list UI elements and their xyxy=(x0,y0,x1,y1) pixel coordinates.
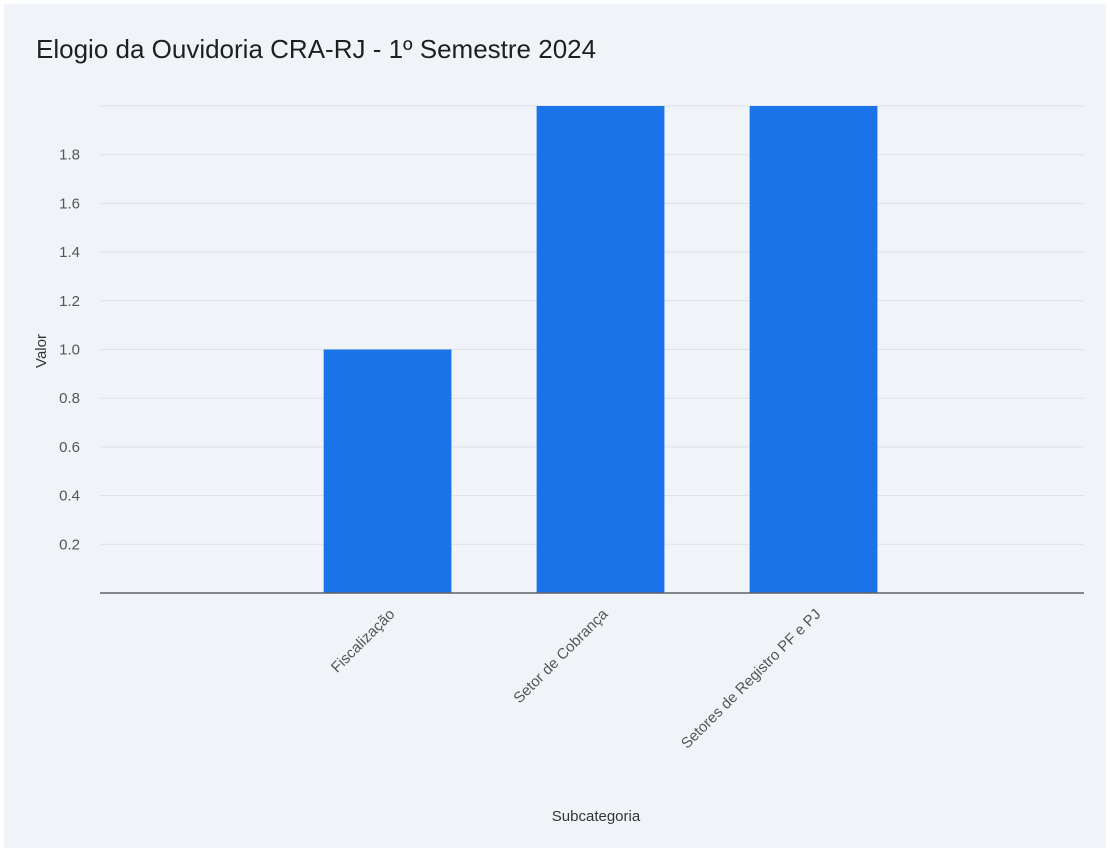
bar-2[interactable] xyxy=(536,106,665,593)
y-tick-label: 1.0 xyxy=(59,342,80,359)
x-tick-label: Setores de Registro PF e PJ xyxy=(678,606,824,752)
bar-chart: 0.2 0.4 0.6 0.8 1.0 1.2 1.4 1.6 1.8 Fiscalização S… xyxy=(33,105,1084,825)
chart-title: Elogio da Ouvidoria CRA-RJ - 1º Semestre… xyxy=(36,34,597,64)
bar-1[interactable] xyxy=(323,349,452,594)
x-axis-title: Subcategoria xyxy=(552,808,641,825)
x-tick-label: Fiscalização xyxy=(328,606,398,676)
y-tick-label: 1.2 xyxy=(59,293,80,310)
bars xyxy=(323,106,878,594)
y-tick-label: 1.4 xyxy=(59,244,80,261)
y-axis-title: Valor xyxy=(33,334,50,368)
bar-3[interactable] xyxy=(749,106,878,593)
y-tick-label: 0.8 xyxy=(59,390,80,407)
y-tick-label: 0.4 xyxy=(59,488,80,505)
y-tick-label: 1.6 xyxy=(59,195,80,212)
y-tick-label: 1.8 xyxy=(59,147,80,164)
chart-card: Elogio da Ouvidoria CRA-RJ - 1º Semestre… xyxy=(4,4,1106,848)
y-tick-label: 0.2 xyxy=(59,536,80,553)
x-tick-label: Setor de Cobrança xyxy=(510,605,612,707)
y-tick-label: 0.6 xyxy=(59,439,80,456)
